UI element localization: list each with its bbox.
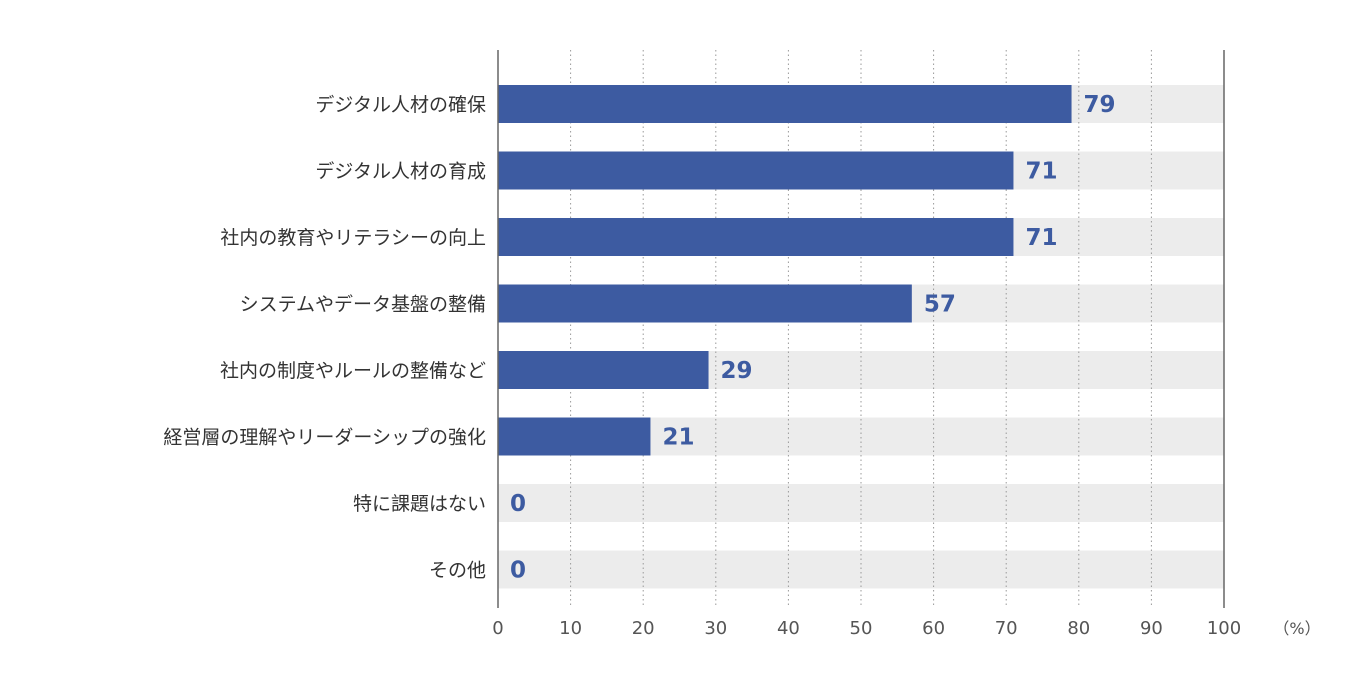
bar (498, 351, 709, 389)
x-tick-label: 40 (777, 618, 800, 639)
bar (498, 85, 1072, 123)
x-tick-label: 60 (922, 618, 945, 639)
category-label: 特に課題はない (353, 493, 486, 515)
bar (498, 284, 912, 323)
category-label: デジタル人材の確保 (315, 94, 486, 116)
x-tick-label: 30 (704, 618, 727, 639)
x-tick-label: 80 (1067, 618, 1090, 639)
category-label: その他 (429, 560, 486, 582)
bars (498, 85, 1072, 456)
bar (498, 417, 651, 456)
bar-track (498, 550, 1224, 589)
category-label: デジタル人材の育成 (315, 161, 486, 183)
value-label: 29 (721, 358, 753, 384)
x-tick-label: 100 (1207, 618, 1241, 639)
gridlines (570, 50, 1152, 608)
axes (497, 50, 1225, 608)
bar (498, 218, 1014, 256)
x-tick-label: 70 (995, 618, 1018, 639)
x-tick-label: 10 (559, 618, 582, 639)
value-label: 79 (1084, 92, 1116, 118)
value-label: 0 (510, 491, 526, 517)
x-tick-label: 0 (492, 618, 503, 639)
x-tick-label: 20 (632, 618, 655, 639)
bar-track (498, 484, 1224, 522)
value-label: 21 (662, 425, 694, 451)
value-label: 57 (924, 292, 956, 318)
value-label: 71 (1025, 225, 1057, 251)
category-label: 社内の教育やリテラシーの向上 (220, 227, 486, 249)
category-label: 社内の制度やルールの整備など (220, 360, 486, 382)
x-tick-label: 90 (1140, 618, 1163, 639)
value-label: 71 (1025, 159, 1057, 185)
x-tick-label: 50 (850, 618, 873, 639)
unit-label: （%） (1273, 619, 1320, 638)
value-label: 0 (510, 558, 526, 584)
category-label: システムやデータ基盤の整備 (240, 294, 486, 316)
bar (498, 151, 1014, 190)
labels: デジタル人材の確保デジタル人材の育成社内の教育やリテラシーの向上システムやデータ… (163, 92, 1320, 639)
category-label: 経営層の理解やリーダーシップの強化 (163, 427, 486, 449)
